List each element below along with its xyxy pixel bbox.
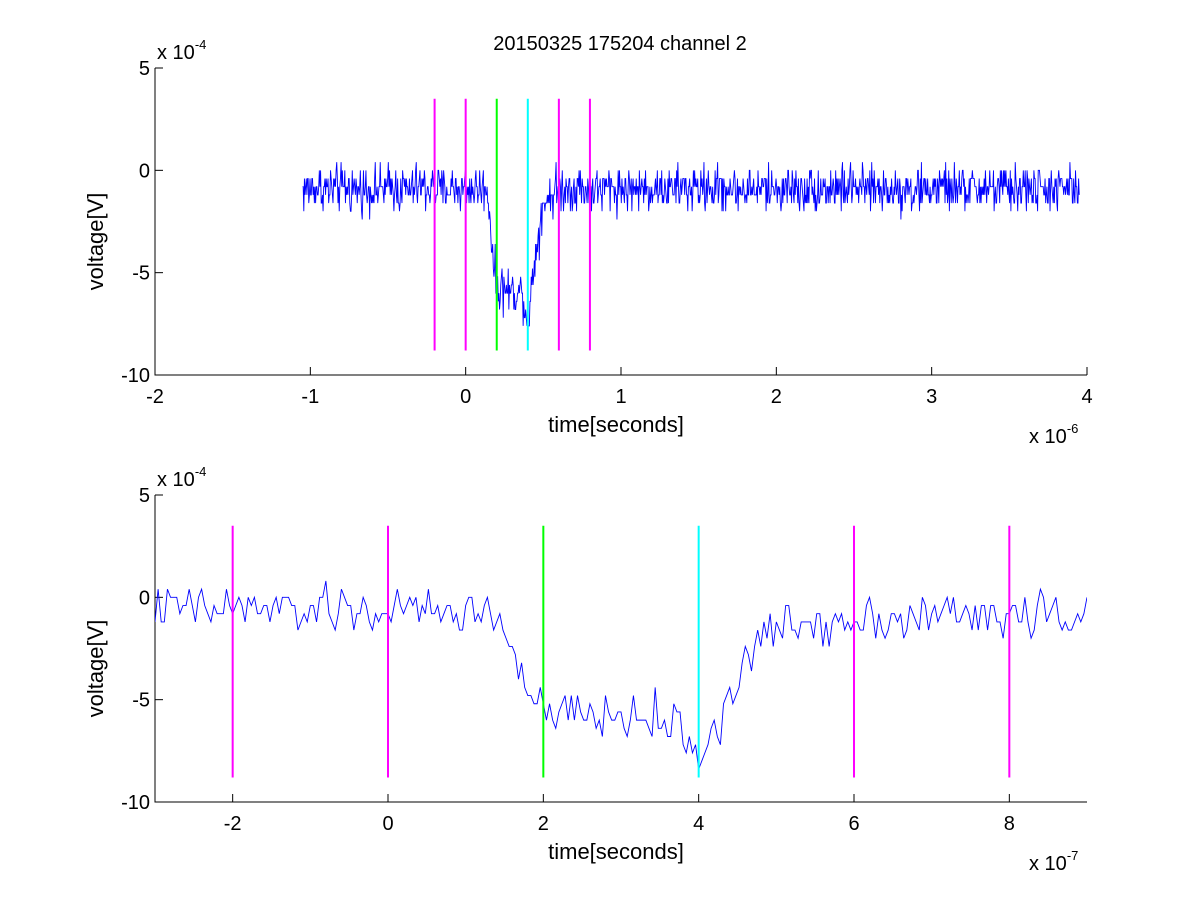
axes-frame: [154, 68, 1087, 376]
figure-title: 20150325 175204 channel 2: [493, 33, 747, 55]
voltage-trace: [155, 580, 1087, 770]
x-axis-multiplier: x 10-7: [1029, 848, 1078, 875]
x-tick-label: -2: [224, 813, 242, 835]
x-tick-label: 0: [382, 813, 393, 835]
x-tick-label: 4: [1081, 386, 1092, 408]
y-axis-multiplier: x 10-4: [157, 464, 206, 491]
x-axis-multiplier: x 10-6: [1029, 421, 1078, 448]
x-tick-label: 3: [926, 386, 937, 408]
y-tick-label: -10: [121, 792, 150, 814]
x-tick-label: 4: [693, 813, 704, 835]
y-axis-label: voltage[V]: [83, 620, 108, 718]
x-tick-label: -2: [146, 386, 164, 408]
x-tick-label: 2: [771, 386, 782, 408]
y-tick-label: -10: [121, 365, 150, 387]
axes-frame: [154, 495, 1087, 803]
x-axis-label: time[seconds]: [548, 839, 684, 864]
y-tick-label: -5: [132, 690, 150, 712]
bottom-plot: -2 0 2 4 6 8 -10 -5 0 5 x 10-4 x 10-7 time[seconds] v…: [83, 464, 1087, 875]
y-axis-multiplier: x 10-4: [157, 37, 206, 64]
y-axis-label: voltage[V]: [83, 193, 108, 291]
y-tick-label: 5: [139, 58, 150, 80]
x-tick-label: 0: [460, 386, 471, 408]
y-tick-label: 0: [139, 587, 150, 609]
y-tick-label: 0: [139, 160, 150, 182]
x-axis-label: time[seconds]: [548, 412, 684, 437]
x-tick-label: 1: [615, 386, 626, 408]
x-tick-label: 6: [848, 813, 859, 835]
y-tick-label: 5: [139, 485, 150, 507]
x-tick-label: -1: [301, 386, 319, 408]
y-tick-label: -5: [132, 263, 150, 285]
x-tick-label: 2: [538, 813, 549, 835]
voltage-trace: [302, 162, 1080, 327]
x-tick-label: 8: [1004, 813, 1015, 835]
